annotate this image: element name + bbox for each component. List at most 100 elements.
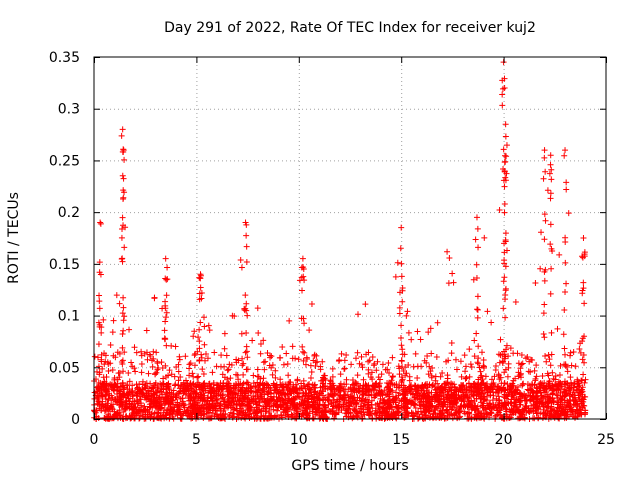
scatter-point xyxy=(237,256,244,263)
scatter-point xyxy=(502,263,509,270)
scatter-point xyxy=(374,400,381,407)
scatter-point xyxy=(109,366,116,373)
scatter-point xyxy=(577,409,584,416)
scatter-point xyxy=(186,390,193,397)
scatter-point xyxy=(399,387,406,394)
scatter-point xyxy=(562,259,569,266)
scatter-point xyxy=(105,411,112,418)
scatter-point xyxy=(119,226,126,233)
scatter-point xyxy=(269,396,276,403)
scatter-point xyxy=(541,154,548,161)
scatter-point xyxy=(510,377,517,384)
scatter-point xyxy=(580,396,587,403)
y-tick-label: 0.25 xyxy=(49,153,80,169)
scatter-point xyxy=(345,409,352,416)
scatter-point xyxy=(350,406,357,413)
scatter-point xyxy=(437,385,444,392)
scatter-point xyxy=(191,362,198,369)
scatter-point xyxy=(97,219,104,226)
scatter-point xyxy=(468,384,475,391)
scatter-point xyxy=(538,229,545,236)
scatter-point xyxy=(539,372,546,379)
scatter-point xyxy=(481,234,488,241)
scatter-point xyxy=(328,392,335,399)
scatter-point xyxy=(398,374,405,381)
scatter-point xyxy=(457,382,464,389)
scatter-point xyxy=(579,404,586,411)
scatter-point xyxy=(146,409,153,416)
x-tick-labels: 0 5 10 15 20 25 xyxy=(90,432,615,448)
scatter-point xyxy=(202,357,208,364)
scatter-point xyxy=(538,398,545,405)
scatter-point xyxy=(241,307,248,314)
scatter-point xyxy=(412,350,419,357)
scatter-point xyxy=(546,170,553,177)
scatter-point xyxy=(462,363,469,370)
scatter-point xyxy=(169,397,176,404)
scatter-point xyxy=(554,325,561,332)
scatter-point xyxy=(200,387,207,394)
scatter-point xyxy=(320,376,327,383)
scatter-point xyxy=(579,335,586,342)
scatter-point xyxy=(441,384,448,391)
scatter-point xyxy=(210,380,217,387)
scatter-point xyxy=(564,364,571,371)
scatter-point xyxy=(574,378,581,385)
scatter-point xyxy=(119,255,126,262)
scatter-point xyxy=(529,381,536,388)
scatter-point xyxy=(291,401,298,408)
scatter-point xyxy=(579,338,586,345)
scatter-point xyxy=(545,381,552,388)
scatter-point xyxy=(329,403,336,410)
scatter-point xyxy=(242,388,249,395)
x-tick-label: 20 xyxy=(495,432,513,448)
scatter-point xyxy=(119,214,126,221)
scatter-point xyxy=(243,258,250,265)
scatter-point xyxy=(98,329,105,336)
scatter-point xyxy=(260,375,267,382)
scatter-point xyxy=(120,175,127,182)
scatter-point xyxy=(116,369,123,376)
scatter-point xyxy=(537,384,544,391)
scatter-point xyxy=(351,385,358,392)
scatter-point xyxy=(570,348,577,355)
scatter-point xyxy=(478,349,485,356)
scatter-point xyxy=(503,415,510,422)
scatter-point xyxy=(212,392,219,399)
scatter-point xyxy=(142,414,149,421)
scatter-point xyxy=(362,403,369,410)
scatter-point xyxy=(100,381,107,388)
scatter-point xyxy=(337,385,344,392)
scatter-point xyxy=(473,330,480,337)
scatter-point xyxy=(455,392,462,399)
scatter-point xyxy=(474,225,481,232)
scatter-point xyxy=(376,380,383,387)
scatter-point xyxy=(547,241,554,248)
scatter-point xyxy=(219,371,226,378)
scatter-point xyxy=(400,368,407,375)
scatter-point xyxy=(158,385,165,392)
scatter-point xyxy=(418,387,425,394)
scatter-point xyxy=(211,393,218,400)
scatter-point xyxy=(196,326,203,333)
scatter-point xyxy=(117,401,124,408)
scatter-point xyxy=(229,395,236,402)
y-tick-label: 0.1 xyxy=(58,309,80,325)
scatter-point xyxy=(566,385,573,392)
scatter-point xyxy=(126,386,133,393)
scatter-point xyxy=(288,390,295,397)
scatter-point xyxy=(338,350,345,357)
scatter-point xyxy=(197,284,204,291)
scatter-point xyxy=(202,351,209,358)
scatter-point xyxy=(541,403,548,410)
scatter-point xyxy=(572,363,579,370)
scatter-point xyxy=(497,336,504,343)
scatter-point xyxy=(120,409,127,416)
scatter-point xyxy=(483,383,490,390)
scatter-point xyxy=(314,358,321,365)
scatter-point xyxy=(325,397,332,404)
scatter-point xyxy=(113,292,120,299)
scatter-point xyxy=(328,408,335,415)
scatter-point xyxy=(401,414,408,421)
